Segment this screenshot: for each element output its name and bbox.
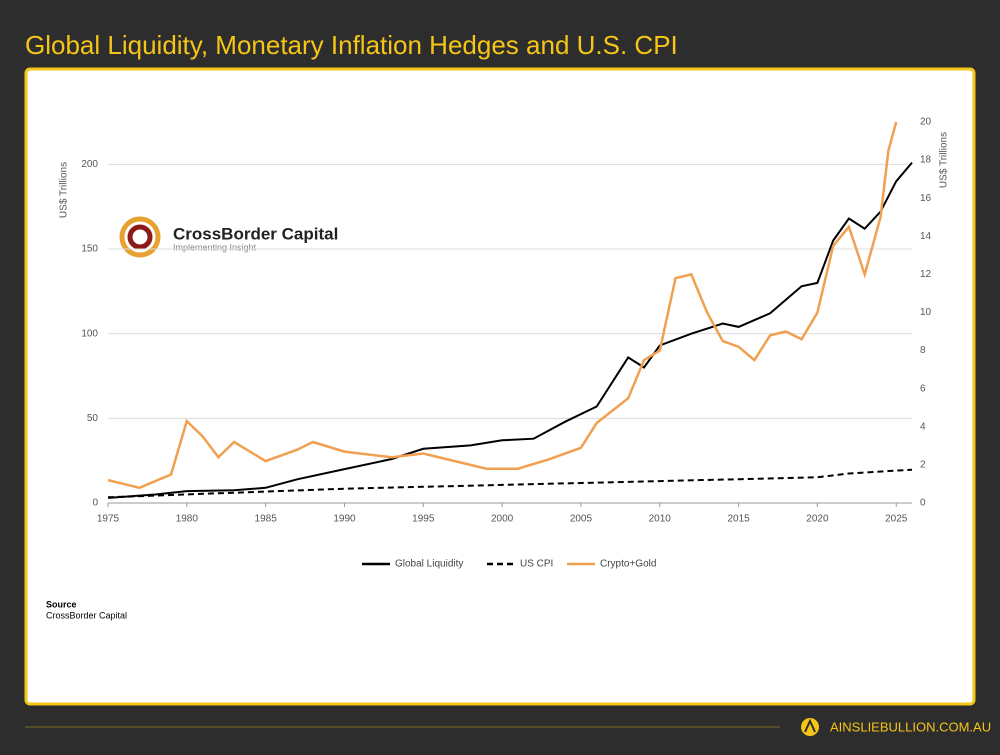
y2-tick-label: 8: [920, 345, 926, 356]
x-tick-label: 2015: [727, 514, 750, 525]
y2-tick-label: 4: [920, 421, 926, 432]
logo-name: CrossBorder Capital: [173, 224, 338, 243]
legend-label: Global Liquidity: [395, 559, 463, 570]
y2-tick-label: 14: [920, 231, 932, 242]
y-tick-label: 50: [87, 413, 99, 424]
y-tick-label: 0: [92, 498, 98, 509]
footer-logo: [804, 718, 816, 733]
y2-tick-label: 6: [920, 383, 926, 394]
y-tick-label: 100: [81, 328, 98, 339]
y2-tick-label: 2: [920, 460, 926, 471]
footer-site[interactable]: AINSLIEBULLION.COM.AU: [830, 719, 991, 734]
logo-mark: [119, 216, 161, 258]
logo: CrossBorder Capital Implementing Insight: [119, 216, 338, 258]
y-axis-label: US$ Trillions: [59, 162, 70, 218]
source-heading: Source: [46, 599, 77, 609]
series-line: [107, 161, 913, 499]
slide-title: Global Liquidity, Monetary Inflation Hed…: [25, 30, 678, 60]
x-tick-label: 1990: [333, 514, 356, 525]
y-tick-label: 150: [81, 244, 98, 255]
series-line: [107, 121, 898, 490]
x-tick-label: 2005: [570, 514, 593, 525]
y2-tick-label: 0: [920, 498, 926, 509]
x-tick-label: 2010: [649, 514, 672, 525]
legend-label: Crypto+Gold: [600, 559, 656, 570]
y2-tick-label: 18: [920, 155, 932, 166]
panel: [24, 67, 976, 706]
y2-tick-label: 12: [920, 269, 932, 280]
y2-tick-label: 16: [920, 193, 932, 204]
source-text: CrossBorder Capital: [46, 610, 127, 620]
logo-tagline: Implementing Insight: [173, 242, 257, 252]
y-tick-label: 200: [81, 159, 98, 170]
x-tick-label: 1995: [412, 514, 435, 525]
x-tick-label: 2025: [885, 514, 908, 525]
x-tick-label: 2020: [806, 514, 829, 525]
legend-label: US CPI: [520, 559, 553, 570]
y2-tick-label: 10: [920, 307, 932, 318]
y2-axis-label: US$ Trillions: [939, 132, 950, 188]
x-tick-label: 1985: [255, 514, 278, 525]
logo-mark: [127, 224, 153, 250]
x-tick-label: 1980: [176, 514, 199, 525]
x-tick-label: 2000: [491, 514, 514, 525]
y2-tick-label: 20: [920, 117, 932, 128]
series-line: [107, 468, 913, 499]
x-tick-label: 1975: [97, 514, 120, 525]
